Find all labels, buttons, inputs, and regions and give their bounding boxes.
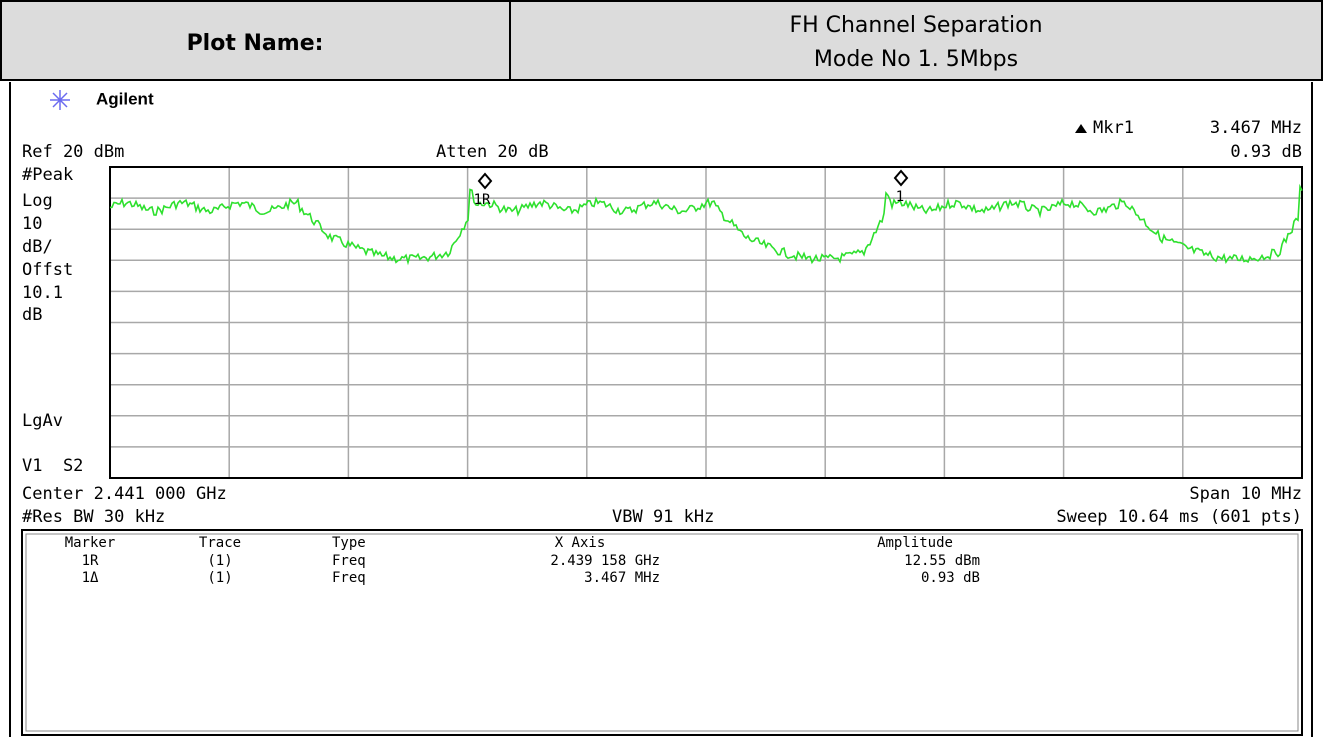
column-header: X Axis [555, 535, 606, 551]
header-label: Plot Name: [187, 31, 324, 56]
trace-marker-label: 1R [474, 192, 491, 208]
brand-logo [50, 90, 70, 110]
side-label: LgAv [22, 411, 63, 431]
graticule [109, 166, 1303, 479]
delta-icon [1075, 124, 1087, 133]
side-label: dB [22, 305, 42, 325]
table-cell: 2.439 158 GHz [550, 553, 660, 569]
header-table [0, 0, 1323, 81]
trace-marker [477, 169, 909, 190]
column-header: Marker [65, 535, 116, 551]
span: Span 10 MHz [1189, 484, 1302, 504]
side-label: 10 [22, 214, 42, 234]
side-label: V1 S2 [22, 456, 83, 476]
res-bw: #Res BW 30 kHz [22, 507, 165, 527]
ref-level: Ref 20 dBm [22, 142, 124, 162]
marker-value: 3.467 MHz [1210, 118, 1302, 138]
table-cell: (1) [207, 553, 232, 569]
marker-delta: 0.93 dB [1230, 142, 1302, 162]
column-header: Amplitude [877, 535, 953, 551]
header-title: FH Channel Separation [789, 13, 1042, 38]
side-label: #Peak [22, 165, 73, 185]
column-header: Type [332, 535, 366, 551]
graticule-border [109, 166, 1303, 479]
column-header: Trace [199, 535, 241, 551]
table-cell: Freq [332, 570, 366, 586]
table-cell: (1) [207, 570, 232, 586]
marker-label: Mkr1 [1093, 118, 1134, 138]
table-cell: 12.55 dBm [904, 553, 980, 569]
marker-table-inner [25, 533, 1299, 732]
marker-table [21, 529, 1303, 736]
trace-marker-label: 1 [896, 189, 904, 205]
sweep: Sweep 10.64 ms (601 pts) [1056, 507, 1302, 527]
header-title: Mode No 1. 5Mbps [814, 47, 1018, 72]
table-cell: Freq [332, 553, 366, 569]
brand: Agilent [96, 89, 154, 108]
table-cell: 1Δ [82, 570, 99, 586]
table-cell: 3.467 MHz [584, 570, 660, 586]
trace [109, 183, 1303, 266]
side-label: Offst [22, 260, 73, 280]
vbw: VBW 91 kHz [612, 507, 714, 527]
side-label: Log [22, 191, 53, 211]
table-cell: 1R [82, 553, 99, 569]
side-label: 10.1 [22, 283, 63, 303]
marker-table-content: Marker Trace Type X Axis Amplitude 1R (1) Freq 2… [65, 535, 980, 586]
table-cell: 0.93 dB [921, 570, 980, 586]
attenuation: Atten 20 dB [436, 142, 549, 162]
side-label: dB/ [22, 237, 53, 257]
center-frequency: Center 2.441 000 GHz [22, 484, 227, 504]
